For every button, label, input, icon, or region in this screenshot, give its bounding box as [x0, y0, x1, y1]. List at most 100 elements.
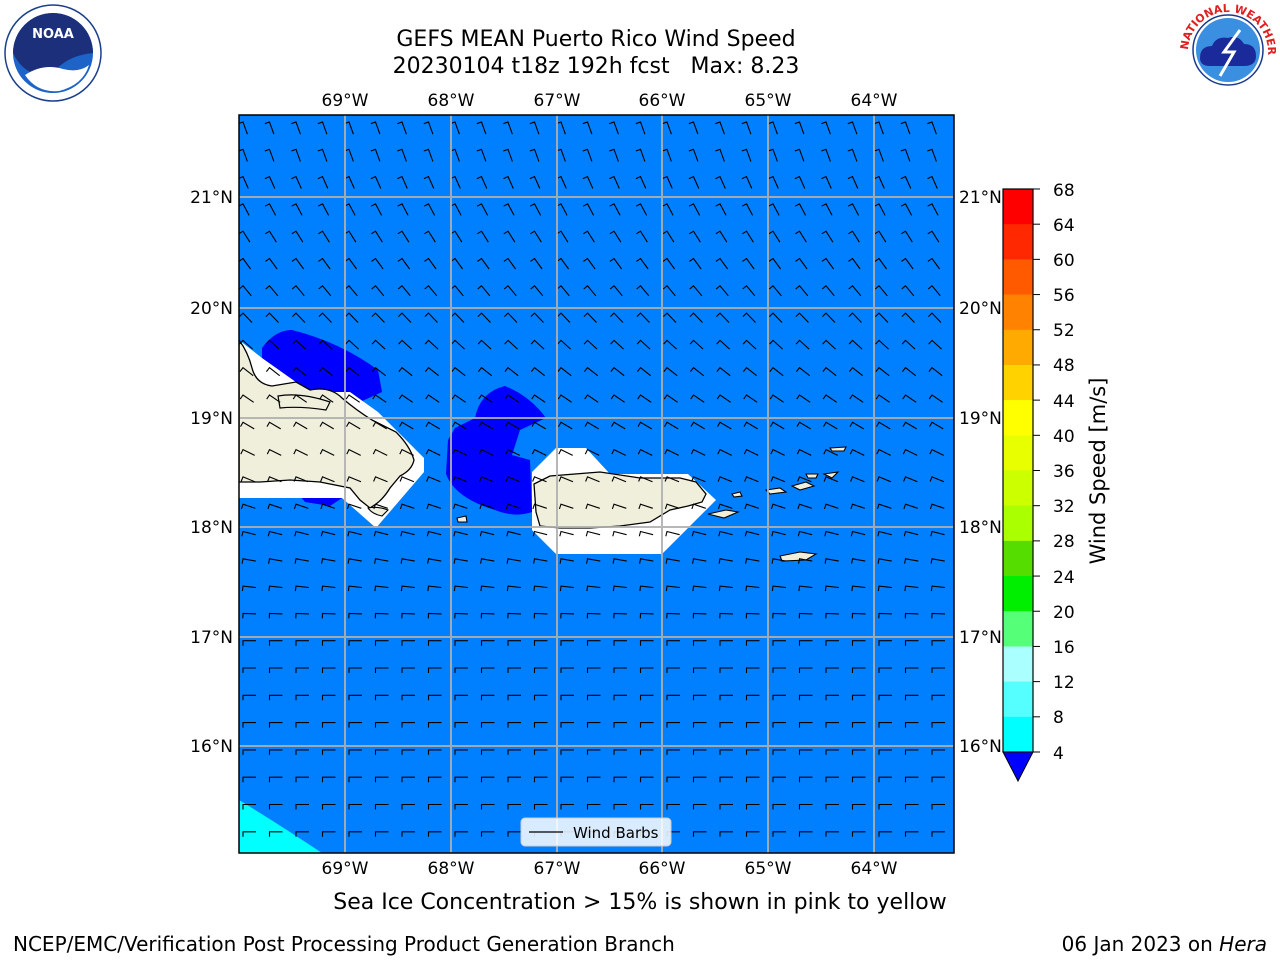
wind-barb	[715, 285, 729, 297]
wind-barb	[719, 640, 733, 646]
lat-label: 18°N	[190, 518, 233, 538]
wind-barb	[768, 285, 782, 297]
wind-barb	[901, 312, 915, 323]
wind-barb	[319, 448, 335, 456]
colorbar-tick: 28	[1053, 532, 1075, 552]
wind-barb	[582, 175, 594, 189]
wind-barb	[612, 585, 627, 592]
wind-barb	[769, 339, 783, 350]
wind-barb	[427, 803, 442, 810]
wind-barb	[638, 503, 653, 510]
wind-barb	[266, 394, 281, 403]
wind-barb	[613, 722, 627, 728]
wind-barb	[928, 312, 942, 323]
wind-barb	[901, 366, 917, 377]
wind-barb	[400, 530, 415, 537]
wind-barb	[504, 366, 519, 377]
wind-barb	[798, 585, 813, 592]
wind-barb	[874, 121, 884, 135]
wind-barb	[874, 285, 888, 297]
wind-barb	[692, 831, 707, 837]
colorbar: 68 64 60 56 52 48 44 40 36 32 28 24 20 1…	[1002, 181, 1110, 783]
wind-barb	[904, 694, 919, 701]
wind-barb	[347, 530, 362, 537]
wind-barb	[558, 421, 573, 430]
wind-barb	[798, 776, 813, 783]
wind-barb	[824, 585, 839, 592]
wind-barb	[318, 312, 332, 323]
wind-barb	[586, 694, 601, 701]
wind-barb	[556, 257, 570, 270]
wind-barb	[717, 476, 733, 483]
wind-barb	[639, 585, 654, 592]
wind-barb	[823, 503, 839, 510]
wind-barb	[848, 339, 863, 350]
wind-barb	[901, 339, 916, 350]
wind-barb	[291, 203, 303, 216]
wind-barb	[374, 803, 389, 810]
map-title: GEFS MEAN Puerto Rico Wind Speed	[396, 27, 796, 52]
wind-barb	[454, 694, 468, 701]
wind-barb	[479, 530, 495, 537]
wind-barb	[878, 831, 892, 837]
wind-barb	[424, 366, 440, 377]
wind-barb	[902, 394, 917, 403]
wind-barb	[345, 312, 359, 323]
wind-barb	[344, 230, 357, 243]
wind-barb	[771, 558, 786, 564]
wind-barb	[374, 749, 389, 755]
wind-barb	[560, 640, 574, 646]
wind-barb	[584, 421, 599, 430]
wind-barb	[476, 175, 488, 189]
wind-barb	[558, 448, 573, 456]
wind-barb	[557, 394, 573, 403]
wind-barb	[477, 366, 493, 377]
wind-barb	[264, 148, 275, 162]
wind-barb	[427, 640, 442, 646]
wind-barb	[798, 694, 813, 701]
wind-barb	[717, 448, 732, 456]
wind-barb	[320, 476, 335, 483]
wind-barb	[769, 312, 783, 323]
wind-barb	[927, 121, 937, 135]
wind-barb	[690, 394, 705, 403]
wind-barb	[348, 694, 362, 701]
wind-barb	[689, 339, 704, 350]
wind-barb	[477, 230, 489, 243]
wind-barb	[666, 612, 681, 619]
sea-ice-note: Sea Ice Concentration > 15% is shown in …	[333, 890, 947, 915]
wind-barb	[639, 667, 654, 673]
wind-barb	[560, 667, 574, 673]
wind-barb	[533, 585, 548, 592]
wind-barb	[450, 203, 462, 216]
wind-barb	[904, 585, 919, 592]
wind-barb	[291, 230, 304, 243]
wind-barb	[242, 749, 256, 755]
wind-barb	[772, 722, 786, 728]
wind-barb	[585, 503, 600, 510]
wind-barb	[822, 339, 836, 350]
wind-barb	[876, 503, 892, 510]
wind-barb	[821, 203, 833, 216]
wind-barb	[559, 558, 574, 564]
wind-barb	[745, 831, 760, 837]
wind-barb	[636, 366, 652, 377]
wind-barb	[530, 366, 546, 377]
wind-barb	[454, 612, 469, 619]
wind-barb	[530, 339, 545, 350]
wind-barb	[931, 831, 945, 837]
wind-barb	[795, 230, 807, 243]
wind-barb	[821, 257, 835, 270]
wind-barb	[371, 230, 383, 243]
wind-barb	[719, 831, 733, 837]
wind-barb	[239, 312, 253, 323]
wind-barb	[374, 694, 389, 701]
wind-barb	[454, 667, 468, 673]
wind-barb	[320, 530, 336, 537]
wind-barb	[583, 339, 598, 350]
wind-barb	[531, 448, 547, 456]
wind-barb	[318, 285, 332, 297]
wind-barb	[401, 749, 415, 755]
wind-barb	[240, 503, 256, 510]
wind-barb	[849, 394, 864, 403]
